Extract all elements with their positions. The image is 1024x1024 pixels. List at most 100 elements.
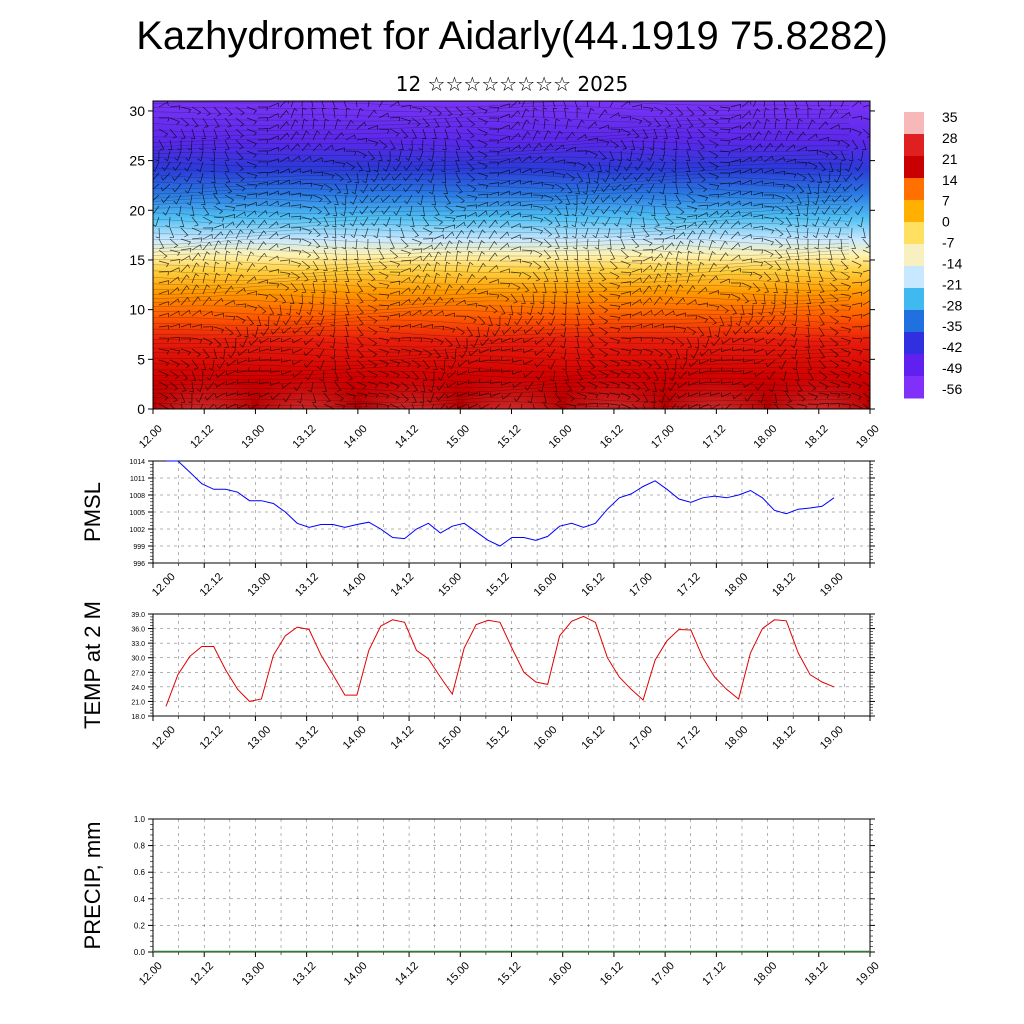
wind-barb: [709, 357, 721, 363]
wind-barb: [642, 274, 652, 284]
wind-barb: [490, 337, 501, 345]
wind-barb: [862, 403, 870, 409]
wind-barb: [631, 370, 642, 379]
wind-barb: [400, 348, 412, 355]
wind-barb: [400, 337, 412, 342]
wind-barb: [162, 205, 171, 216]
precip-chart: 0.00.20.40.60.81.012.00 12.12 13.00 13.12 14…: [80, 815, 882, 988]
wind-barb: [488, 279, 499, 284]
colorbar-swatch: [904, 134, 924, 157]
wind-barb: [554, 227, 561, 238]
wind-barb: [301, 282, 307, 293]
wind-barb: [158, 348, 170, 355]
wind-barb: [318, 304, 325, 316]
x-tick-label: 13.12: [291, 960, 319, 988]
wind-barb: [575, 282, 581, 293]
wind-barb: [408, 139, 413, 151]
wind-barb: [622, 183, 633, 192]
wind-barb: [215, 403, 226, 409]
wind-barb: [812, 227, 820, 239]
wind-barb: [664, 284, 673, 295]
wind-barb: [620, 348, 632, 355]
x-tick-label: 12.12: [188, 960, 216, 988]
wind-barb: [855, 161, 864, 172]
wind-barb: [658, 161, 666, 172]
wind-barb: [202, 296, 212, 306]
wind-barb: [686, 172, 692, 183]
wind-barb: [433, 234, 444, 240]
wind-barb: [774, 238, 784, 248]
wind-barb: [448, 359, 457, 370]
contour-line: [153, 381, 850, 389]
contour-line: [153, 101, 849, 108]
wind-barb: [467, 368, 479, 374]
wind-barb: [840, 304, 852, 311]
wind-barb: [851, 139, 859, 150]
wind-barb: [664, 251, 673, 262]
wind-barb: [378, 315, 390, 321]
wind-barb: [356, 293, 364, 304]
wind-barb: [575, 293, 581, 304]
wind-barb: [500, 356, 512, 361]
wind-barb: [774, 271, 781, 282]
wind-barb: [158, 260, 170, 268]
wind-barb: [642, 381, 650, 392]
wind-barb: [842, 183, 853, 192]
wind-barb: [532, 216, 544, 223]
wind-barb: [224, 239, 232, 251]
y-tick-label: 1011: [130, 476, 145, 483]
wind-barb: [675, 240, 684, 251]
wind-barb: [524, 315, 534, 325]
wind-barb: [446, 403, 457, 409]
wind-barb: [752, 260, 764, 267]
wind-barb: [836, 161, 842, 173]
wind-barb: [829, 304, 839, 314]
wind-barb: [818, 392, 830, 399]
wind-barb: [293, 315, 303, 325]
wind-barb: [818, 348, 826, 359]
wind-barb: [169, 403, 175, 409]
wind-barb: [642, 117, 652, 127]
wind-barb: [611, 194, 622, 203]
wind-barb: [651, 392, 656, 404]
wind-barb: [290, 282, 298, 293]
wind-barb: [598, 337, 608, 347]
contour-line: [153, 243, 850, 251]
y-tick-label: 0.6: [134, 868, 146, 877]
wind-barb: [179, 216, 185, 227]
wind-barb: [806, 304, 811, 316]
wind-barb: [466, 220, 477, 229]
wind-barb: [620, 260, 631, 268]
wind-barb: [279, 191, 290, 196]
wind-barb: [598, 403, 610, 408]
wind-barb: [290, 119, 299, 130]
wind-barb: [247, 367, 259, 372]
wind-barb: [422, 262, 431, 273]
wind-barb: [356, 282, 364, 293]
wind-barb: [415, 161, 424, 172]
contour-line: [153, 401, 850, 408]
wind-barb: [489, 356, 501, 361]
wind-barb: [686, 221, 697, 229]
wind-barb: [334, 403, 346, 409]
wind-barb: [642, 249, 654, 254]
wind-barb: [419, 392, 424, 404]
wind-barb: [345, 282, 350, 293]
x-tick-label: 17.12: [675, 724, 703, 752]
wind-barb: [366, 161, 371, 173]
wind-barb: [818, 326, 825, 337]
wind-barb: [818, 293, 825, 304]
wind-barb: [477, 229, 486, 240]
wind-barb: [356, 121, 367, 130]
wind-barb: [301, 403, 305, 409]
wind-barb: [356, 402, 368, 408]
wind-barb: [697, 315, 708, 323]
wind-barb: [609, 381, 621, 389]
wind-barb: [386, 227, 391, 239]
wind-barb: [697, 194, 709, 202]
wind-barb: [349, 194, 358, 205]
wind-barb: [153, 172, 160, 181]
wind-barb: [191, 359, 199, 370]
wind-barb: [774, 260, 782, 271]
wind-barb: [455, 229, 465, 240]
